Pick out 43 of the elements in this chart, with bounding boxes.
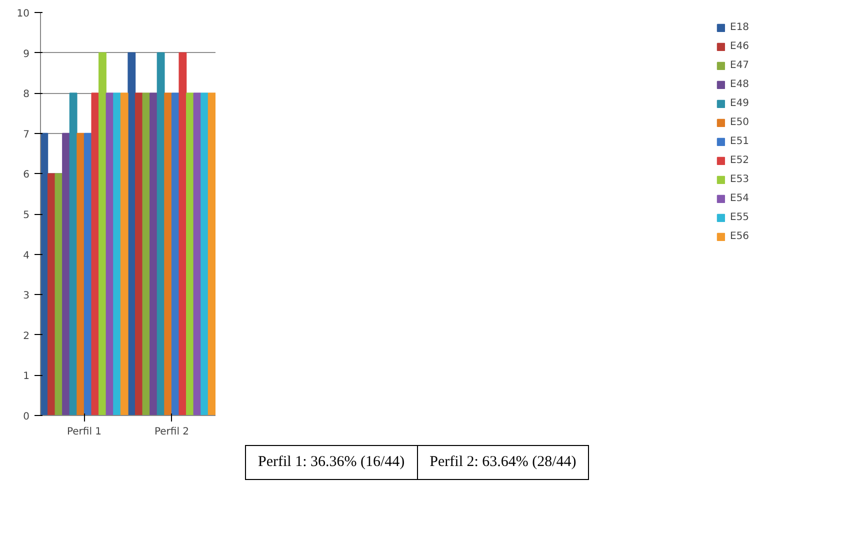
bar <box>186 92 194 416</box>
bar <box>178 52 187 416</box>
legend-label: E46 <box>730 41 750 52</box>
legend-label: E52 <box>730 155 750 166</box>
bar <box>208 92 216 416</box>
y-tick-label: 2 <box>23 330 30 342</box>
legend-label: E56 <box>730 231 750 242</box>
legend-label: E49 <box>730 98 750 109</box>
x-tick-label: Perfil 2 <box>154 426 190 438</box>
y-tick-label: 6 <box>23 170 30 181</box>
bar <box>113 92 122 416</box>
text: Perfil 2: 63.64% (28/44) <box>417 446 589 480</box>
bar <box>120 92 128 416</box>
y-tick-label: 0 <box>23 412 30 422</box>
legend-label: E54 <box>730 193 750 204</box>
bar <box>69 92 78 416</box>
y-tick-label: 9 <box>23 48 30 60</box>
bar <box>98 52 106 416</box>
bar <box>76 132 85 416</box>
y-tick-label: 3 <box>23 290 30 302</box>
legend-label: E18 <box>730 22 750 33</box>
bar <box>91 92 100 416</box>
legend-label: E48 <box>730 79 750 90</box>
x-tick-label: Perfil 1 <box>66 426 102 438</box>
bar <box>200 92 209 416</box>
bar <box>62 132 70 416</box>
y-tick-label: 10 <box>16 8 30 20</box>
y-tick-label: 1 <box>23 371 30 382</box>
y-tick-label: 8 <box>23 89 30 100</box>
y-tick-label: 5 <box>23 210 30 221</box>
y-tick-label: 4 <box>23 250 30 262</box>
legend-label: E47 <box>730 60 750 71</box>
bar <box>150 92 158 416</box>
bar <box>156 52 165 416</box>
bar <box>47 173 56 416</box>
legend-label: E50 <box>730 117 750 128</box>
bar <box>134 92 143 416</box>
legend-label: E51 <box>730 136 750 147</box>
bar <box>164 92 172 416</box>
y-tick-label: 7 <box>23 129 30 140</box>
legend-label: E53 <box>730 174 750 185</box>
legend-label: E55 <box>730 212 750 223</box>
text: Perfil 1: 36.36% (16/44) <box>246 446 418 480</box>
